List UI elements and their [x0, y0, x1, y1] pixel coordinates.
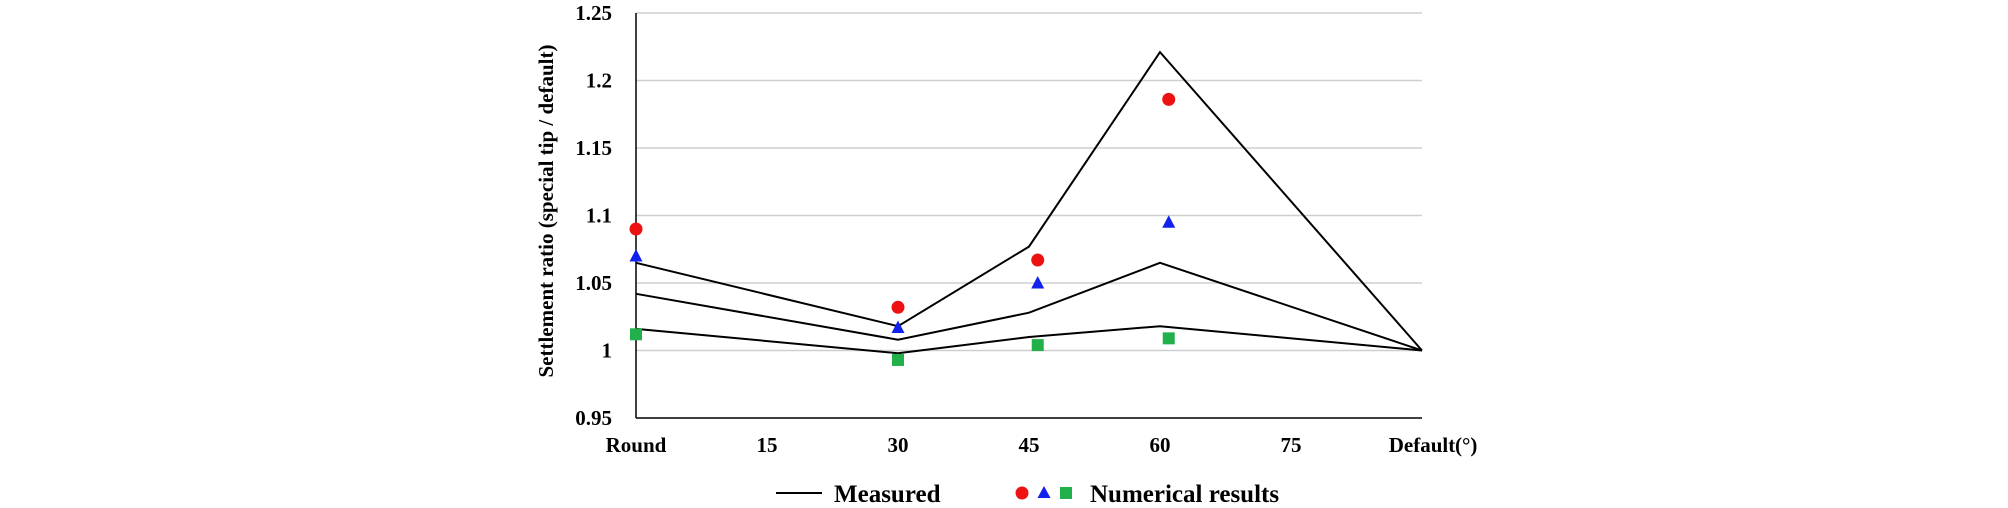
y-tick-labels: 0.95 1 1.05 1.1 1.15 1.2 1.25 — [575, 1, 612, 430]
x-axis-unit: (°) — [1455, 433, 1477, 457]
x-tick-label: Round — [606, 433, 667, 457]
square-marker — [1162, 332, 1175, 345]
measured-line-1 — [635, 50, 1423, 352]
legend-square-marker — [1060, 487, 1072, 499]
x-tick-labels: Round 15 30 45 60 75 Default — [606, 433, 1456, 457]
legend-numerical-label: Numerical results — [1090, 481, 1279, 508]
measured-line-2 — [635, 261, 1423, 352]
triangle-marker — [629, 249, 643, 262]
axes — [635, 13, 1422, 419]
triangle-marker — [1031, 276, 1045, 289]
triangle-marker — [891, 320, 905, 334]
y-tick-label: 1.05 — [575, 271, 612, 295]
numerical-markers — [629, 92, 1176, 366]
y-tick-label: 1.15 — [575, 136, 612, 160]
y-tick-label: 1 — [602, 339, 613, 363]
measured-lines — [635, 50, 1423, 355]
x-tick-label: 75 — [1281, 433, 1302, 457]
y-tick-label: 1.2 — [586, 69, 612, 93]
legend: Measured Numerical results — [776, 481, 1279, 508]
square-marker — [630, 328, 642, 341]
circle-marker — [629, 222, 643, 236]
triangle-marker — [1162, 215, 1176, 228]
x-tick-label: 60 — [1150, 433, 1171, 457]
x-tick-label: 30 — [888, 433, 909, 457]
circle-marker — [891, 300, 905, 314]
circle-marker — [1162, 92, 1176, 106]
legend-circle-marker — [1015, 486, 1029, 500]
measured-line-3 — [635, 325, 1423, 355]
grid-lines — [636, 12, 1422, 352]
square-marker — [892, 353, 904, 366]
square-marker — [1031, 339, 1044, 352]
y-tick-label: 1.25 — [575, 1, 612, 25]
y-tick-label: 0.95 — [575, 406, 612, 430]
y-tick-label: 1.1 — [586, 204, 612, 228]
x-tick-label: 45 — [1019, 433, 1040, 457]
y-axis-title: Settlement ratio (special tip / default) — [534, 44, 558, 377]
legend-triangle-marker — [1037, 486, 1051, 498]
x-tick-label: Default — [1389, 433, 1456, 457]
x-tick-label: 15 — [757, 433, 778, 457]
circle-marker — [1031, 253, 1045, 267]
legend-measured-label: Measured — [834, 481, 941, 508]
